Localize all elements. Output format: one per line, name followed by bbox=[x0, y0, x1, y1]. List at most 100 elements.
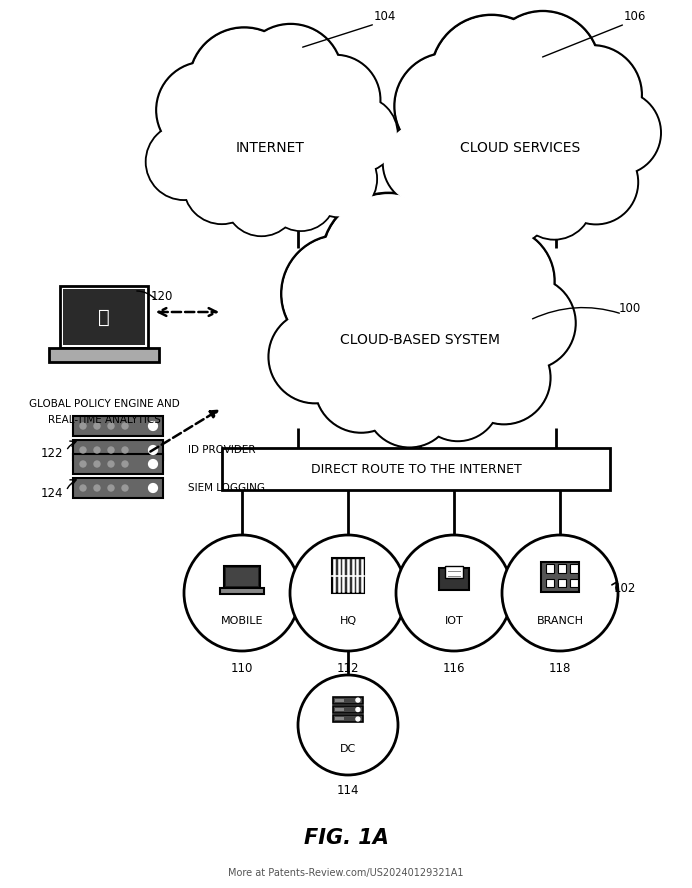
Circle shape bbox=[365, 359, 453, 447]
FancyBboxPatch shape bbox=[332, 559, 364, 593]
Circle shape bbox=[322, 97, 397, 172]
Circle shape bbox=[292, 57, 379, 143]
Circle shape bbox=[484, 278, 574, 368]
Ellipse shape bbox=[175, 86, 365, 210]
FancyBboxPatch shape bbox=[73, 478, 163, 498]
FancyBboxPatch shape bbox=[445, 566, 463, 578]
Circle shape bbox=[80, 485, 86, 491]
Circle shape bbox=[185, 149, 259, 223]
Text: HQ: HQ bbox=[340, 616, 356, 626]
Text: ID PROVIDER: ID PROVIDER bbox=[188, 445, 255, 455]
Circle shape bbox=[241, 26, 340, 126]
Circle shape bbox=[268, 163, 334, 229]
Circle shape bbox=[94, 485, 100, 491]
Text: SIEM LOGGING: SIEM LOGGING bbox=[188, 483, 265, 493]
Text: GLOBAL POLICY ENGINE AND: GLOBAL POLICY ENGINE AND bbox=[28, 399, 179, 409]
Circle shape bbox=[149, 422, 157, 431]
FancyBboxPatch shape bbox=[335, 699, 344, 702]
FancyBboxPatch shape bbox=[73, 440, 163, 460]
FancyBboxPatch shape bbox=[222, 448, 610, 490]
Circle shape bbox=[268, 311, 361, 403]
Text: 110: 110 bbox=[231, 662, 253, 675]
Circle shape bbox=[518, 164, 591, 238]
Circle shape bbox=[301, 141, 376, 217]
Circle shape bbox=[367, 361, 453, 446]
Circle shape bbox=[315, 340, 408, 432]
Circle shape bbox=[291, 55, 380, 145]
Text: 118: 118 bbox=[549, 662, 571, 675]
Circle shape bbox=[283, 237, 397, 351]
Ellipse shape bbox=[415, 80, 624, 217]
Circle shape bbox=[394, 53, 501, 160]
Text: CLOUD-BASED SYSTEM: CLOUD-BASED SYSTEM bbox=[340, 333, 500, 347]
Circle shape bbox=[226, 163, 298, 235]
Circle shape bbox=[356, 708, 360, 711]
Circle shape bbox=[577, 91, 661, 175]
Text: CLOUD SERVICES: CLOUD SERVICES bbox=[460, 141, 580, 155]
FancyBboxPatch shape bbox=[439, 568, 469, 591]
FancyBboxPatch shape bbox=[73, 416, 163, 436]
Text: 104: 104 bbox=[374, 10, 397, 22]
Circle shape bbox=[108, 423, 114, 429]
Circle shape bbox=[184, 535, 300, 651]
Circle shape bbox=[147, 125, 221, 198]
Circle shape bbox=[383, 122, 467, 205]
Circle shape bbox=[486, 12, 600, 125]
Circle shape bbox=[384, 191, 507, 313]
Circle shape bbox=[397, 54, 500, 158]
Circle shape bbox=[108, 461, 114, 467]
Circle shape bbox=[239, 24, 343, 127]
FancyBboxPatch shape bbox=[49, 348, 159, 362]
Text: 100: 100 bbox=[619, 302, 641, 314]
Circle shape bbox=[149, 446, 157, 455]
Text: 102: 102 bbox=[614, 582, 636, 594]
Text: 106: 106 bbox=[623, 10, 646, 22]
FancyBboxPatch shape bbox=[219, 589, 264, 594]
Text: DIRECT ROUTE TO THE INTERNET: DIRECT ROUTE TO THE INTERNET bbox=[311, 463, 521, 475]
FancyBboxPatch shape bbox=[73, 454, 163, 474]
Circle shape bbox=[94, 423, 100, 429]
FancyBboxPatch shape bbox=[333, 716, 363, 723]
Text: 122: 122 bbox=[41, 447, 63, 459]
FancyBboxPatch shape bbox=[224, 567, 260, 589]
Circle shape bbox=[282, 235, 399, 353]
FancyBboxPatch shape bbox=[570, 579, 578, 587]
Ellipse shape bbox=[180, 90, 361, 207]
Circle shape bbox=[516, 163, 592, 239]
Circle shape bbox=[471, 165, 550, 245]
Circle shape bbox=[122, 447, 128, 453]
Circle shape bbox=[579, 92, 659, 173]
Text: INTERNET: INTERNET bbox=[235, 141, 304, 155]
Text: REAL-TIME ANALYTICS: REAL-TIME ANALYTICS bbox=[48, 415, 161, 425]
Circle shape bbox=[122, 461, 128, 467]
Circle shape bbox=[80, 461, 86, 467]
Circle shape bbox=[432, 17, 550, 135]
FancyBboxPatch shape bbox=[558, 565, 566, 573]
Circle shape bbox=[430, 15, 552, 137]
Circle shape bbox=[266, 162, 336, 231]
Circle shape bbox=[385, 123, 466, 203]
Circle shape bbox=[189, 28, 299, 138]
Circle shape bbox=[459, 333, 549, 423]
Circle shape bbox=[122, 485, 128, 491]
Text: IOT: IOT bbox=[445, 616, 464, 626]
Circle shape bbox=[158, 63, 251, 157]
FancyBboxPatch shape bbox=[546, 579, 554, 587]
Circle shape bbox=[322, 98, 396, 171]
Circle shape bbox=[298, 675, 398, 775]
Text: 112: 112 bbox=[337, 662, 359, 675]
Circle shape bbox=[416, 357, 500, 440]
Circle shape bbox=[226, 164, 296, 234]
Circle shape bbox=[321, 193, 456, 328]
Circle shape bbox=[472, 166, 549, 243]
Circle shape bbox=[290, 535, 406, 651]
Circle shape bbox=[382, 189, 508, 315]
Circle shape bbox=[483, 277, 576, 369]
Circle shape bbox=[108, 485, 114, 491]
Circle shape bbox=[156, 62, 253, 158]
Circle shape bbox=[270, 312, 360, 401]
Circle shape bbox=[545, 47, 640, 143]
Circle shape bbox=[356, 698, 360, 702]
Circle shape bbox=[502, 535, 618, 651]
Circle shape bbox=[108, 447, 114, 453]
